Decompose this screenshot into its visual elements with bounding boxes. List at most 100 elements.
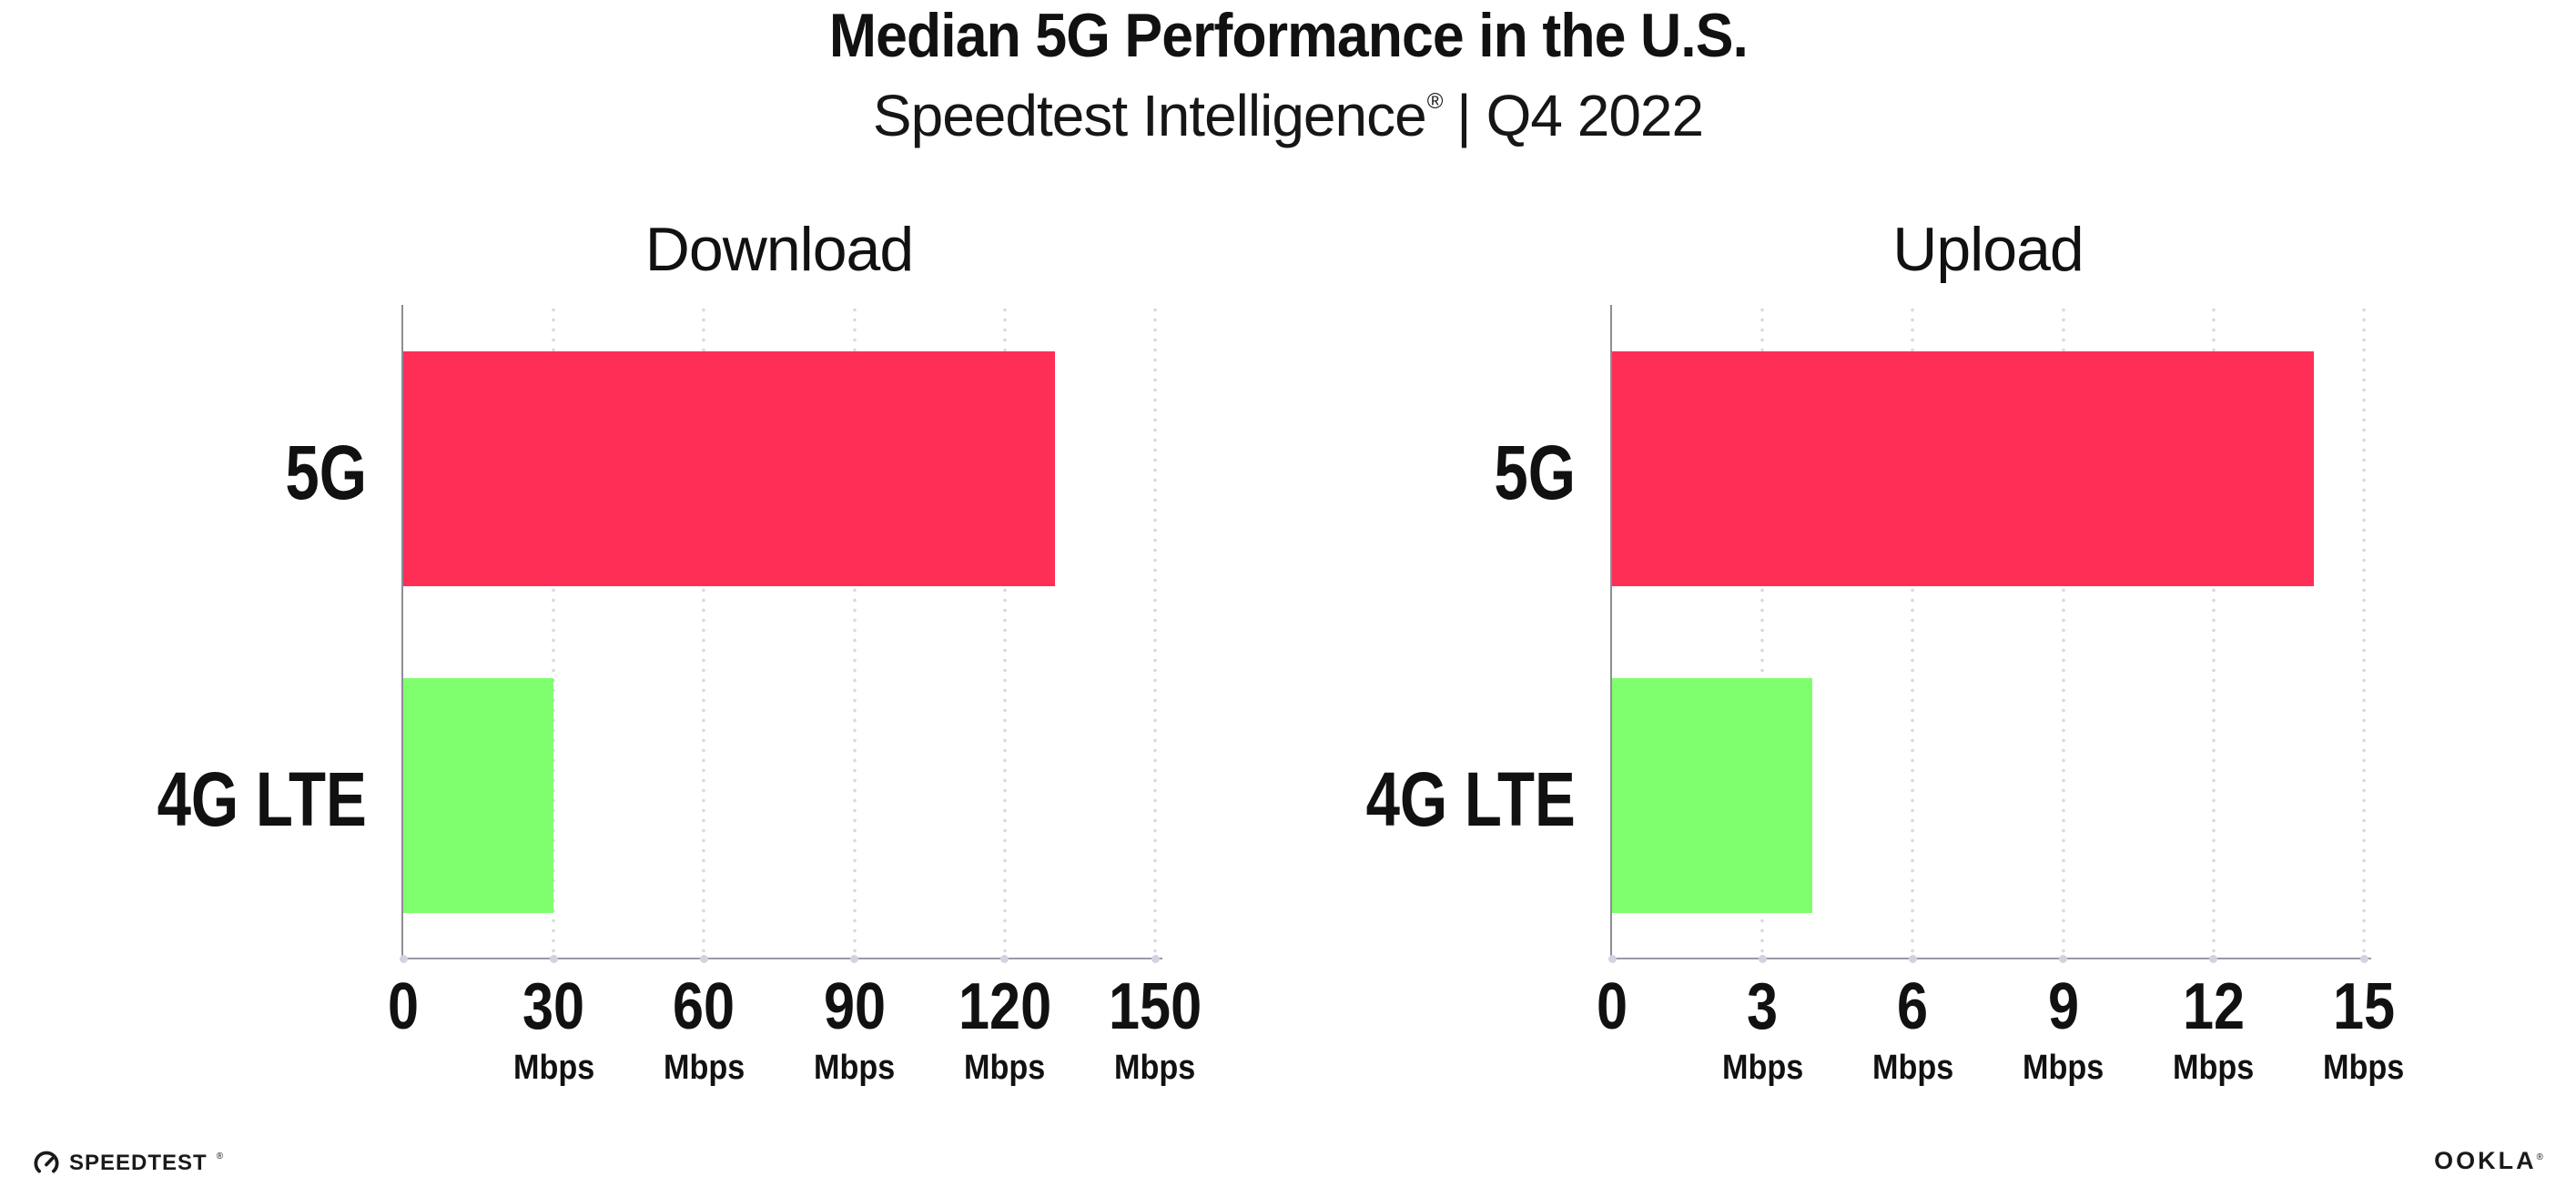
gridline (2061, 305, 2065, 959)
x-tick-value: 30 (453, 974, 654, 1040)
x-tick-unit: Mbps (755, 1050, 955, 1085)
x-tick-unit-text: Mbps (2022, 1049, 2104, 1087)
ookla-wordmark: OOKLA (2434, 1147, 2537, 1174)
x-tick-value-text: 120 (958, 970, 1051, 1043)
registered-mark: ® (1426, 89, 1444, 114)
chart-panel-upload: Upload 0 3 Mbps 6 Mbps 9 Mbps 12 Mbps 15 Mbps 5G 4G L… (1366, 0, 2405, 1197)
axis-tick-dot (549, 955, 558, 963)
x-tick-value-text: 30 (522, 970, 585, 1043)
axis-tick-dot (699, 955, 708, 963)
x-tick-unit: Mbps (453, 1050, 654, 1085)
x-tick-value: 12 (2114, 974, 2314, 1040)
x-tick-value-text: 0 (1596, 970, 1628, 1043)
x-tick-value-text: 0 (387, 970, 420, 1043)
x-tick-unit-text: Mbps (2173, 1049, 2255, 1087)
gridline (852, 305, 857, 959)
x-tick-value: 3 (1662, 974, 1862, 1040)
x-tick-value: 0 (303, 974, 503, 1040)
axis-tick-dot (1758, 955, 1767, 963)
x-tick-value: 120 (905, 974, 1105, 1040)
gridline (1911, 305, 1915, 959)
x-tick-unit: Mbps (2264, 1050, 2464, 1085)
plot-area-download (403, 305, 1157, 959)
bar-5g (1612, 351, 2314, 586)
axis-tick-dot (2359, 955, 2368, 963)
x-tick-value-text: 150 (1108, 970, 1202, 1043)
page-title: Median 5G Performance in the U.S. (0, 2, 2576, 70)
x-tick-label: 150 Mbps (1055, 974, 1255, 1085)
x-tick-label: 0 (1512, 974, 1712, 1040)
subtitle-brand: Speedtest Intelligence (872, 83, 1427, 148)
ookla-logo: OOKLA ® (2434, 1147, 2543, 1175)
x-tick-value-text: 9 (2047, 970, 2079, 1043)
gauge-icon (34, 1151, 59, 1173)
chart-title-upload: Upload (1612, 218, 2364, 280)
x-tick-unit-text: Mbps (512, 1049, 594, 1087)
x-tick-unit-text: Mbps (2323, 1049, 2405, 1087)
plot-area-upload (1612, 305, 2366, 959)
page-title-text: Median 5G Performance in the U.S. (828, 1, 1748, 70)
x-tick-label: 15 Mbps (2264, 974, 2464, 1085)
x-tick-label: 60 Mbps (603, 974, 804, 1085)
x-tick-label: 30 Mbps (453, 974, 654, 1085)
axis-tick-dot (399, 955, 408, 963)
x-axis-line (401, 958, 1162, 959)
x-tick-value-text: 15 (2332, 970, 2396, 1043)
page-subtitle: Speedtest Intelligence® | Q4 2022 (0, 84, 2576, 147)
x-tick-unit: Mbps (1662, 1050, 1862, 1085)
category-label-text: 4G LTE (157, 756, 367, 842)
x-tick-unit-text: Mbps (1114, 1049, 1196, 1087)
category-label-text: 5G (285, 430, 367, 515)
x-tick-unit-text: Mbps (1721, 1049, 1803, 1087)
x-tick-value: 90 (755, 974, 955, 1040)
x-tick-unit: Mbps (2114, 1050, 2314, 1085)
x-tick-label: 6 Mbps (1812, 974, 2013, 1085)
x-tick-value: 150 (1055, 974, 1255, 1040)
x-tick-label: 120 Mbps (905, 974, 1105, 1085)
axis-tick-dot (1607, 955, 1617, 963)
x-tick-value: 6 (1812, 974, 2013, 1040)
bar-4g-lte (403, 678, 554, 913)
y-axis-line (401, 305, 403, 959)
x-tick-unit: Mbps (1055, 1050, 1255, 1085)
category-label-5g: 5G (0, 418, 367, 527)
category-label-text: 5G (1494, 430, 1576, 515)
subtitle-period: | Q4 2022 (1441, 83, 1704, 148)
x-tick-unit-text: Mbps (1871, 1049, 1954, 1087)
x-tick-unit: Mbps (905, 1050, 1105, 1085)
x-tick-value-text: 60 (673, 970, 735, 1043)
x-tick-unit: Mbps (1963, 1050, 2164, 1085)
x-tick-unit-text: Mbps (663, 1049, 745, 1087)
bar-4g-lte (1612, 678, 1813, 913)
gridline (1760, 305, 1765, 959)
category-label-5g: 5G (1193, 418, 1576, 527)
gridline (1153, 305, 1157, 959)
x-tick-value: 60 (603, 974, 804, 1040)
x-tick-label: 90 Mbps (755, 974, 955, 1085)
x-tick-value: 9 (1963, 974, 2164, 1040)
x-tick-unit-text: Mbps (813, 1049, 896, 1087)
gridline (1002, 305, 1007, 959)
x-tick-label: 9 Mbps (1963, 974, 2164, 1085)
x-tick-label: 3 Mbps (1662, 974, 1862, 1085)
x-axis-line (1610, 958, 2371, 959)
speedtest-registered-mark: ® (216, 1151, 224, 1161)
x-tick-unit: Mbps (603, 1050, 804, 1085)
x-tick-value: 0 (1512, 974, 1712, 1040)
x-tick-label: 0 (303, 974, 503, 1040)
x-tick-value-text: 3 (1747, 970, 1779, 1043)
axis-tick-dot (1908, 955, 1917, 963)
chart-title-text: Download (644, 215, 914, 284)
x-tick-value-text: 6 (1897, 970, 1929, 1043)
x-tick-unit-text: Mbps (964, 1049, 1046, 1087)
x-tick-value-text: 90 (823, 970, 886, 1043)
category-label-text: 4G LTE (1365, 756, 1576, 842)
gridline (702, 305, 706, 959)
gridline (2211, 305, 2216, 959)
category-label-4g-lte: 4G LTE (1193, 745, 1576, 854)
x-tick-value: 15 (2264, 974, 2464, 1040)
gridline (552, 305, 556, 959)
chart-panel-download: Download 0 30 Mbps 60 Mbps 90 Mbps 120 Mbps 150 Mbp… (157, 0, 1202, 1197)
chart-title-text: Upload (1892, 215, 2084, 284)
